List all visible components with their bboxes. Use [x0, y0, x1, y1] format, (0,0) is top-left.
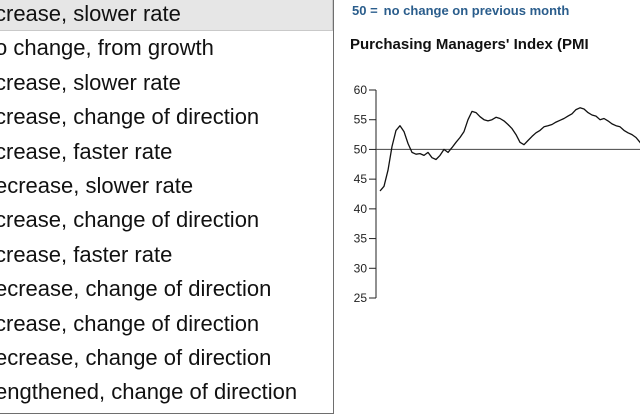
list-item[interactable]: engthened, change of direction	[0, 375, 333, 409]
list-item[interactable]: ecrease, change of direction	[0, 272, 333, 306]
y-tick-label: 35	[354, 232, 368, 246]
list-item-label: o change, from growth	[0, 35, 214, 61]
y-tick-label: 50	[354, 142, 368, 156]
list-item-label: crease, slower rate	[0, 69, 181, 95]
list-item[interactable]: crease, slower rate	[0, 66, 333, 100]
list-item-label: crease, faster rate	[0, 241, 173, 267]
list-item-label: ecrease, change of direction	[0, 344, 272, 370]
list-item[interactable]: crease, change of direction	[0, 203, 333, 237]
list-item-label: crease, slower rate	[0, 1, 181, 26]
list-item[interactable]: crease, slower rate	[0, 0, 333, 32]
y-tick-label: 25	[354, 291, 368, 305]
list-item[interactable]: crease, change of direction	[0, 100, 333, 134]
list-item[interactable]: o change, from growth	[0, 31, 333, 65]
list-item-label: crease, faster rate	[0, 138, 173, 164]
list-item-label: engthened, change of direction	[0, 379, 298, 405]
list-item[interactable]: crease, change of direction	[0, 307, 333, 341]
y-tick-label: 45	[354, 172, 368, 186]
pmi-series-line	[379, 107, 640, 192]
reference-text: no change on previous month	[383, 3, 570, 18]
list-item[interactable]: crease, faster rate	[0, 238, 333, 272]
y-tick-label: 40	[354, 202, 368, 216]
y-tick-label: 60	[354, 83, 368, 97]
y-tick-label: 30	[354, 261, 368, 275]
list-item-label: crease, change of direction	[0, 310, 260, 336]
list-item-label: ecrease, slower rate	[0, 172, 194, 198]
list-item[interactable]: ecrease, slower rate	[0, 169, 333, 203]
list-item-label: crease, change of direction	[0, 207, 260, 233]
list-item-label: crease, change of direction	[0, 104, 260, 130]
pmi-line-chart: 25 30 35 40 45 50 55 60	[354, 83, 640, 305]
options-list: crease, slower rate o change, from growth…	[0, 0, 334, 414]
chart-title: Purchasing Managers' Index (PMI	[350, 36, 589, 53]
y-tick-label: 55	[354, 113, 368, 127]
list-item[interactable]: crease, faster rate	[0, 135, 333, 169]
list-item-label: ecrease, change of direction	[0, 276, 272, 302]
reference-note: 50 = no change on previous month	[352, 3, 569, 18]
reference-value: 50 =	[352, 3, 378, 18]
list-item[interactable]: ecrease, change of direction	[0, 341, 333, 375]
